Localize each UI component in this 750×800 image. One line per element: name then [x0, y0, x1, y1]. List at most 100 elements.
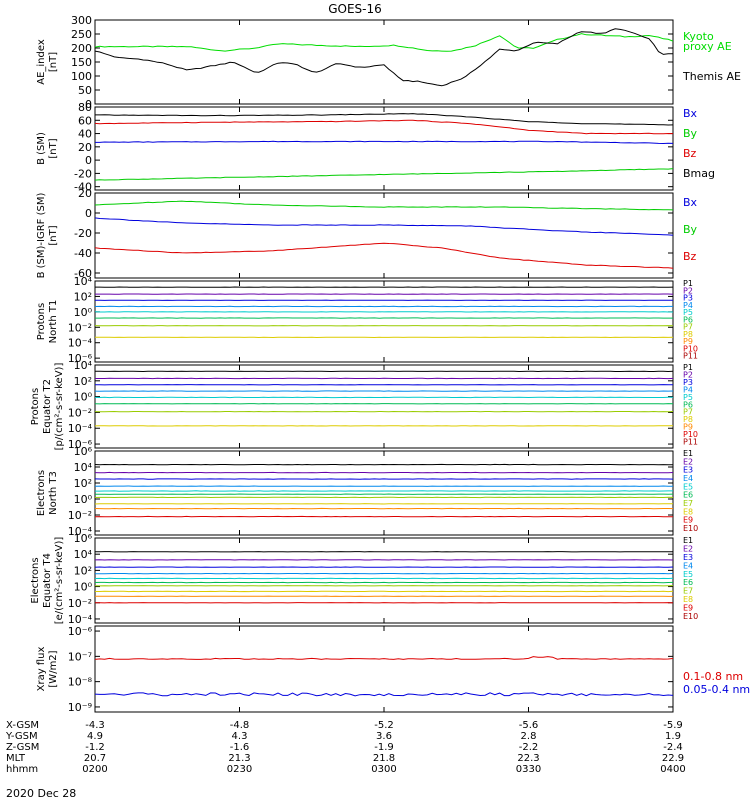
- legend-label: E8: [683, 507, 693, 516]
- y-axis-label: [nT]: [48, 138, 59, 158]
- x-axis-value: -5.2: [374, 720, 394, 731]
- y-tick-label: 10⁻⁴: [68, 525, 93, 538]
- y-tick-label: 10⁻⁶: [68, 625, 93, 638]
- legend-label: P5: [683, 308, 693, 317]
- y-tick-label: 10⁻⁶: [68, 352, 93, 365]
- legend-label: Bmag: [683, 167, 715, 180]
- x-axis-value: -5.6: [519, 720, 539, 731]
- legend-label: P1: [683, 363, 693, 372]
- y-axis-label: North T3: [48, 471, 59, 515]
- legend-label: P9: [683, 337, 693, 346]
- x-axis-value: 3.6: [376, 731, 392, 742]
- y-tick-label: -60: [74, 267, 92, 280]
- y-tick-label: 10⁰: [74, 581, 93, 594]
- x-axis-row-label: Y-GSM: [5, 731, 38, 742]
- date-label: 2020 Dec 28: [6, 787, 76, 800]
- y-tick-label: 10⁰: [74, 306, 93, 319]
- y-tick-label: 150: [71, 56, 92, 69]
- y-tick-label: 10²: [74, 375, 92, 388]
- legend-label: E7: [683, 499, 693, 508]
- series-line-bx: [94, 200, 674, 211]
- legend-label: P2: [683, 370, 693, 379]
- y-tick-label: -20: [74, 227, 92, 240]
- y-tick-label: -20: [74, 167, 92, 180]
- x-axis-row-label: MLT: [6, 753, 26, 764]
- x-axis-row-label: Z-GSM: [6, 742, 39, 753]
- legend-label: E10: [683, 524, 698, 533]
- panel-frame: [94, 450, 674, 536]
- legend-label: P4: [683, 301, 693, 310]
- panel-frame: [94, 280, 674, 363]
- y-tick-label: 10⁻⁴: [68, 422, 93, 435]
- x-axis-value: -1.9: [374, 742, 394, 753]
- y-tick-label: 10⁶: [74, 445, 93, 458]
- y-tick-label: 10⁻²: [68, 597, 92, 610]
- legend-label: E6: [683, 578, 693, 587]
- series-line-bz: [94, 119, 674, 135]
- panel-frame: [94, 625, 674, 713]
- series-line-by: [94, 217, 674, 236]
- y-axis-label: Equator T4: [42, 553, 53, 608]
- legend-label: By: [683, 223, 698, 236]
- y-tick-label: 20: [78, 141, 92, 154]
- legend-label: P10: [683, 344, 698, 353]
- panel-frame: [94, 19, 674, 105]
- y-tick-label: 60: [78, 114, 92, 127]
- panel-pequator: 10⁻⁶ 10⁻⁴ 10⁻² 10⁰ 10² 10⁴ Protons Equator T2 [p…: [30, 359, 698, 451]
- y-tick-label: 10⁻⁴: [68, 337, 93, 350]
- y-tick-label: 10⁻⁸: [68, 676, 93, 689]
- legend-label: E2: [683, 457, 693, 466]
- legend-label: E7: [683, 587, 693, 596]
- panel-frame: [94, 106, 674, 191]
- legend-label: Bx: [683, 196, 698, 209]
- legend-label: P8: [683, 330, 693, 339]
- legend-label: E4: [683, 474, 693, 483]
- legend-label: P6: [683, 400, 693, 409]
- panel-xray: 10⁻⁹ 10⁻⁸ 10⁻⁷ 10⁻⁶ Xray flux [W/m2] 0.1-0.8 n…: [36, 625, 750, 714]
- legend-label: P6: [683, 315, 693, 324]
- legend-label: E1: [683, 536, 693, 545]
- x-axis-value: 22.3: [517, 753, 539, 764]
- y-axis-label: Protons: [30, 388, 41, 425]
- x-axis-row-label: X-GSM: [6, 720, 39, 731]
- y-axis-label: [e/(cm²-s-sr-keV)]: [54, 537, 65, 625]
- y-tick-label: 10⁻²: [68, 509, 92, 522]
- y-axis-label: B (SM): [36, 132, 47, 165]
- y-axis-label: AE_index: [36, 39, 47, 85]
- legend-label: Bz: [683, 250, 697, 263]
- legend-label: P3: [683, 294, 693, 303]
- panel-pnorth: 10⁻⁶ 10⁻⁴ 10⁻² 10⁰ 10² 10⁴ Protons North T1 P1P2…: [36, 275, 698, 365]
- y-tick-label: 200: [71, 42, 92, 55]
- x-axis-value: -1.6: [230, 742, 250, 753]
- y-tick-label: 10⁻²: [68, 321, 92, 334]
- legend-label: E5: [683, 482, 693, 491]
- y-axis-label: North T1: [48, 300, 59, 344]
- y-axis-label: [p/(cm²-s-sr-keV)]: [54, 363, 65, 451]
- x-axis-value: 0300: [371, 764, 396, 775]
- y-tick-label: 10⁴: [74, 548, 93, 561]
- x-axis-value: -5.9: [663, 720, 683, 731]
- legend-label: Themis AE: [682, 70, 741, 83]
- legend-label: E5: [683, 570, 693, 579]
- x-axis-value: 1.9: [665, 731, 681, 742]
- legend-label: P3: [683, 378, 693, 387]
- legend-label: P8: [683, 415, 693, 424]
- y-tick-label: 40: [78, 128, 92, 141]
- x-axis-value: 0230: [227, 764, 252, 775]
- legend-label: E2: [683, 544, 693, 553]
- series-line-bmag: [95, 113, 674, 126]
- legend-label: proxy AE: [683, 40, 732, 53]
- y-tick-label: 10⁰: [74, 493, 93, 506]
- y-tick-label: 10⁴: [74, 359, 93, 372]
- y-tick-label: 0: [85, 154, 92, 167]
- y-axis-label: Electrons: [36, 470, 47, 516]
- legend-label: E10: [683, 612, 698, 621]
- legend-label: E6: [683, 491, 693, 500]
- x-axis-value: 4.3: [232, 731, 248, 742]
- y-tick-label: 10⁻⁴: [68, 613, 93, 626]
- y-tick-label: 100: [71, 70, 92, 83]
